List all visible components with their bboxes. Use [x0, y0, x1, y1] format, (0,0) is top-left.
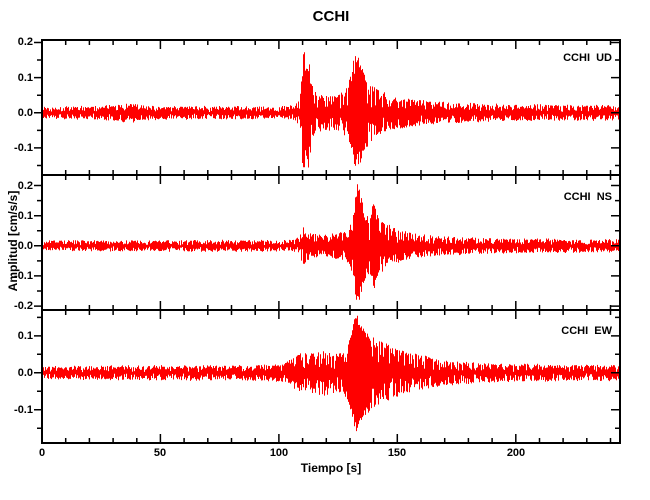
x-tick-label: 100	[269, 447, 289, 459]
x-axis-title: Tiempo [s]	[300, 461, 362, 475]
y-tick-label-ud: 0.2	[17, 36, 33, 48]
waveform-trace-ew	[42, 315, 620, 432]
y-tick-label-ns: -0.2	[14, 300, 33, 312]
y-tick-label-ns: 0.0	[17, 240, 33, 252]
y-tick-label-ud: -0.1	[14, 142, 33, 154]
chart-title: CCHI	[312, 8, 350, 25]
panel-label-ud: CCHI UD	[563, 52, 612, 64]
panel-frame-ew	[41, 309, 621, 444]
y-tick-label-ns: -0.1	[14, 270, 33, 282]
x-tick-label: 150	[387, 447, 407, 459]
x-tick-label: 200	[506, 447, 526, 459]
waveform-trace-ns	[42, 184, 620, 300]
panel-label-ns: CCHI NS	[563, 191, 612, 203]
y-tick-label-ew: 0.0	[17, 367, 33, 379]
x-tick-label: 50	[153, 447, 167, 459]
x-tick-label: 0	[38, 447, 46, 459]
y-tick-label-ew: -0.1	[14, 404, 33, 416]
y-tick-label-ew: 0.1	[17, 330, 33, 342]
y-tick-label-ud: 0.1	[17, 72, 33, 84]
y-tick-label-ns: 0.2	[17, 180, 33, 192]
y-tick-label-ud: 0.0	[17, 107, 33, 119]
waveform-trace-ud	[42, 52, 620, 168]
panel-label-ew: CCHI EW	[561, 325, 612, 337]
y-tick-label-ns: 0.1	[17, 210, 33, 222]
